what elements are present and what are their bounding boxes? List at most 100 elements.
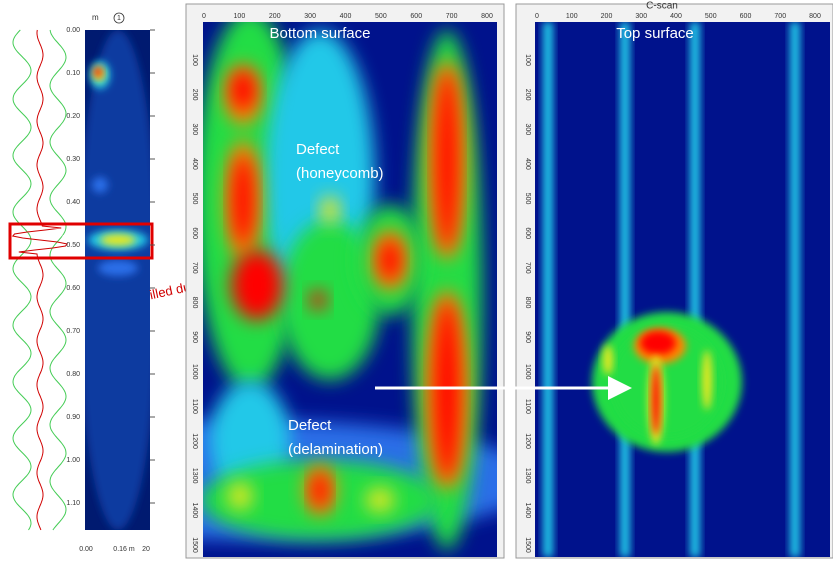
stripe [690,22,700,557]
depth-tick-label: 0.10 [66,70,80,77]
heat-blob [228,482,252,510]
defect-label: (honeycomb) [296,165,384,182]
heat-blob [603,345,613,375]
y-tick-label: 100 [191,54,198,66]
figure: m 1 0.48 m illed duct C-scan Bottom surf… [0,0,833,563]
depth-tick-label: 1.00 [66,457,80,464]
y-tick-label: 800 [524,297,531,309]
y-tick-label: 1500 [524,537,531,553]
y-tick-label: 300 [524,123,531,135]
y-tick-label: 800 [191,297,198,309]
y-tick-label: 1000 [524,364,531,380]
unit: m [92,13,99,22]
panel-label: Top surface [616,25,694,42]
heat-blob [92,177,108,193]
depth-tick-label: 1.10 [66,500,80,507]
heat-blob [231,250,283,320]
stripe [620,22,630,557]
c-scan-top-image [535,22,830,557]
depth-tick-label: 0.60 [66,285,80,292]
depth-tick-label: 0.20 [66,113,80,120]
y-tick-label: 1300 [191,468,198,484]
heat-blob [380,240,400,280]
x-tick-label: 200 [269,13,281,20]
depth-tick-label: 0.50 [66,242,80,249]
heat-blob [435,300,459,480]
y-tick-label: 1100 [524,399,531,414]
heat-blob [366,488,394,512]
stripe [543,22,553,557]
x-tick-label: 300 [635,13,647,20]
x-tick-label: 600 [740,13,752,20]
y-tick-label: 700 [191,262,198,274]
y-tick-label: 500 [191,193,198,205]
defect-label: Defect [296,141,340,158]
heat-blob [231,70,255,110]
heat-blob [94,67,102,77]
y-tick-label: 400 [524,158,531,170]
x-tick-label: 0 [535,13,539,20]
x-tick-label: 500 [705,13,717,20]
y-tick-label: 1400 [191,503,198,519]
x-tick-label: 0 [202,13,206,20]
y-tick-label: 500 [524,193,531,205]
y-tick-label: 400 [191,158,198,170]
bottom-tick-label: 0.00 [79,546,93,553]
y-tick-label: 700 [524,262,531,274]
x-tick-label: 800 [809,13,821,20]
x-tick-label: 300 [304,13,316,20]
y-tick-label: 1400 [524,503,531,519]
heat-blob [437,70,457,250]
y-tick-label: 300 [191,123,198,135]
b-scan-heat [78,30,158,530]
heat-blob [702,350,712,410]
heat-blob [233,155,253,245]
y-tick-label: 600 [191,227,198,239]
heat-blob [100,234,136,246]
y-tick-label: 200 [524,89,531,101]
depth-tick-label: 0.80 [66,371,80,378]
x-tick-label: 700 [446,13,458,20]
bottom-tick-label: 20 [142,546,150,553]
x-tick-label: 800 [481,13,493,20]
depth-tick-label: 0.70 [66,328,80,335]
heat-blob [652,365,660,435]
y-tick-label: 1000 [191,364,198,380]
heat-blob [78,30,158,530]
y-tick-label: 1200 [191,433,198,449]
stripe [790,22,800,557]
heat-blob [98,260,138,276]
depth-tick-label: 0.00 [66,27,80,34]
marker-label: 0.48 m [62,235,84,242]
y-tick-label: 900 [191,331,198,343]
y-tick-label: 1200 [524,433,531,449]
x-tick-label: 400 [340,13,352,20]
x-tick-label: 600 [410,13,422,20]
depth-tick-label: 0.30 [66,156,80,163]
y-tick-label: 900 [524,331,531,343]
x-tick-label: 500 [375,13,387,20]
x-tick-label: 100 [234,13,246,20]
y-tick-label: 600 [524,227,531,239]
y-tick-label: 1300 [524,468,531,484]
heat-blob [312,472,328,508]
c-scan-title: C-scan [646,1,678,12]
y-tick-label: 1500 [191,537,198,553]
heat-blob [310,290,326,310]
x-tick-label: 200 [601,13,613,20]
x-tick-label: 400 [670,13,682,20]
y-tick-label: 200 [191,89,198,101]
y-tick-label: 100 [524,54,531,66]
defect-label: (delamination) [288,441,383,458]
depth-tick-label: 0.40 [66,199,80,206]
panel-label: Bottom surface [270,25,371,42]
channel: 1 [117,15,121,22]
defect-label: Defect [288,417,332,434]
x-tick-label: 700 [774,13,786,20]
x-tick-label: 100 [566,13,578,20]
heat-blob [320,196,340,224]
bottom-tick-label: 0.16 m [113,546,135,553]
depth-tick-label: 0.90 [66,414,80,421]
heat-blob [640,331,676,355]
y-tick-label: 1100 [191,399,198,414]
